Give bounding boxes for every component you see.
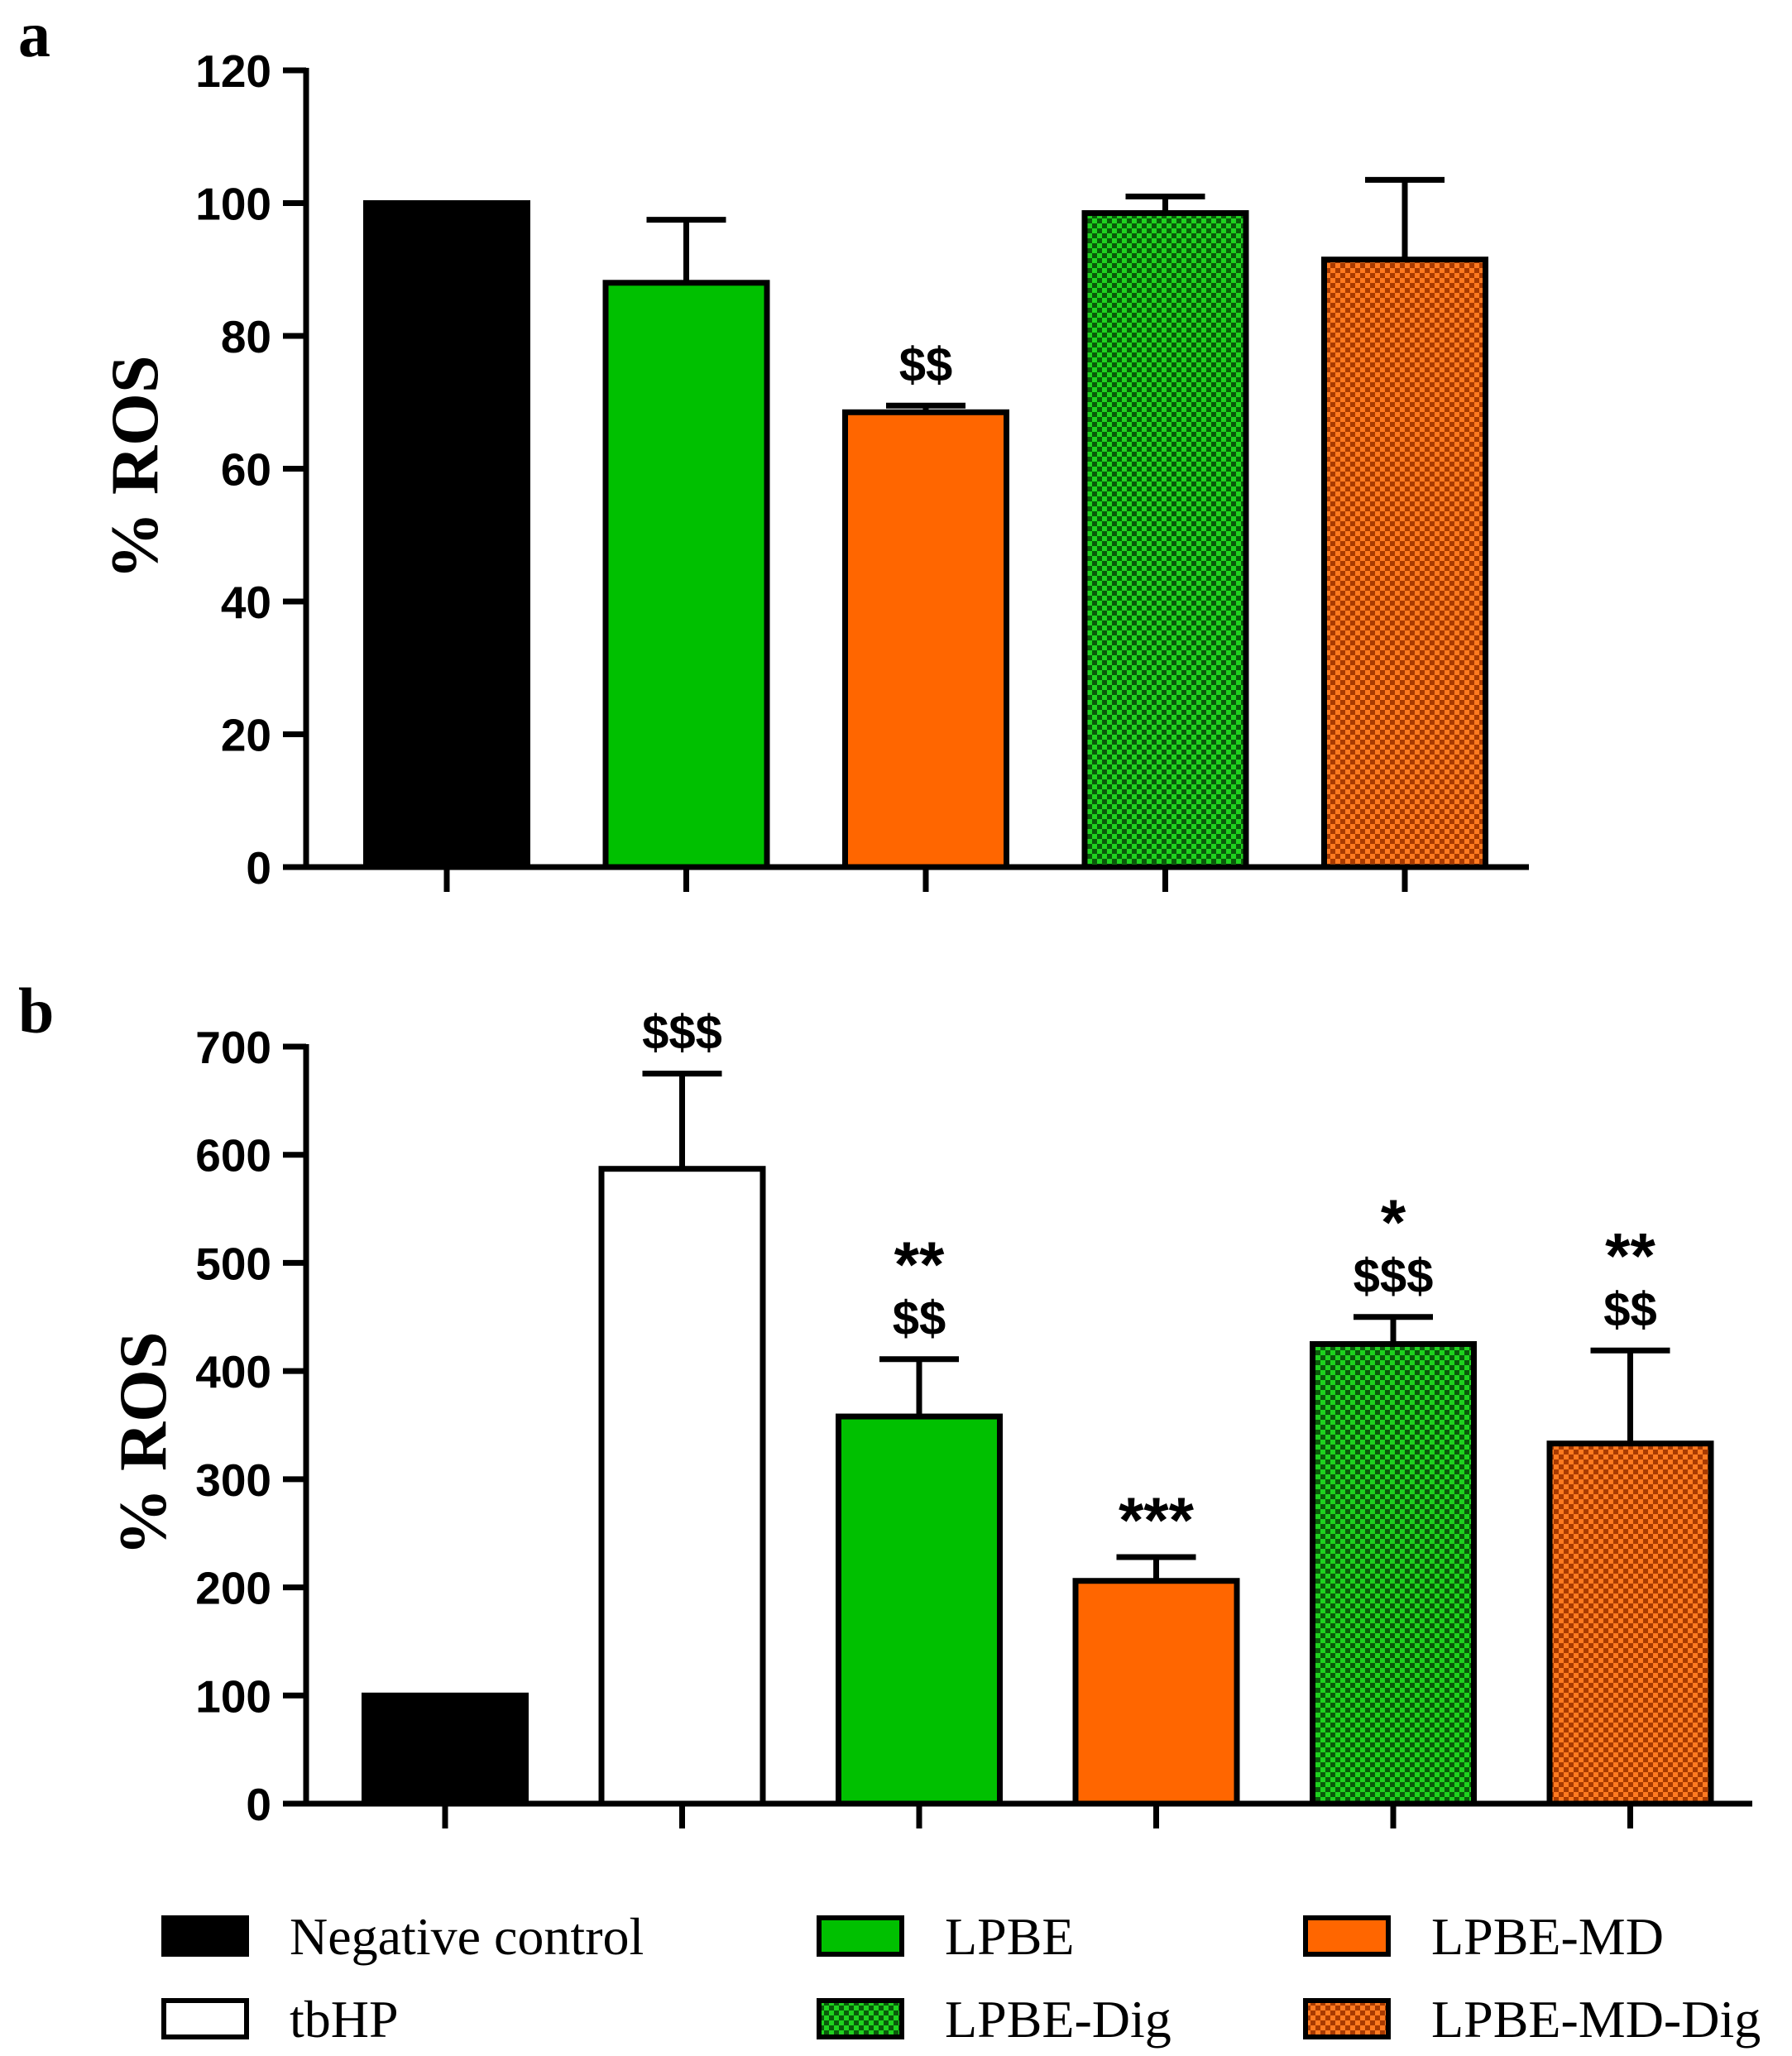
legend-swatch-lpbe_dig [817,1998,904,2039]
chart-b-annotation: ** [1605,1219,1655,1292]
chart-b-annotation: *** [1119,1483,1195,1556]
chart-a-bar-lpbe_md_dig [1321,256,1488,870]
chart-b-bar-lpbe_md_dig [1546,1440,1714,1807]
chart-b-annotation: ** [894,1228,945,1301]
chart-b-error-bar-lpbe_md [1116,1554,1196,1581]
legend-label-lpbe: LPBE [945,1907,1074,1966]
chart-b-annotation: $$ [893,1292,946,1345]
chart-b-y-tick-label: 0 [246,1779,271,1830]
chart-a-error-bar-lpbe_dig [1125,193,1205,213]
chart-b-error-bar-lpbe_dig [1354,1314,1433,1344]
chart-b-error-bar-tbhp [642,1071,722,1169]
legend-swatch-negative_control [161,1915,249,1957]
chart-b-bar-lpbe_dig [1310,1340,1477,1807]
chart-a-error-bar-lpbe_md [886,402,965,413]
chart-b-y-axis-label: % ROS [105,1331,180,1555]
chart-b-bar-tbhp [598,1166,766,1807]
chart-b-y-tick-label: 400 [195,1346,271,1397]
legend-label-lpbe_md: LPBE-MD [1431,1907,1664,1966]
chart-b-y-tick-label: 100 [195,1670,271,1722]
chart-b-bar-negative_control [362,1692,529,1807]
chart-b-bar-lpbe_md [1072,1578,1240,1807]
legend-swatch-tbhp [161,1998,249,2039]
chart-a-y-tick-label: 20 [221,710,271,761]
chart-b-annotation: $$ [1603,1282,1657,1336]
chart-a-bar-negative_control [363,200,530,870]
chart-a-error-bar-lpbe_md_dig [1365,176,1445,260]
legend-label-tbhp: tbHP [290,1990,399,2049]
legend-label-lpbe_md_dig: LPBE-MD-Dig [1431,1990,1761,2049]
chart-b-error-bar-lpbe [879,1356,959,1417]
legend-swatch-lpbe_md_dig [1303,1998,1391,2039]
chart-b-y-tick-label: 500 [195,1238,271,1289]
chart-b-annotation: $$$ [642,1006,722,1060]
chart-a-y-tick-label: 100 [195,179,271,230]
legend-swatch-lpbe [817,1915,904,1957]
legend-label-lpbe_dig: LPBE-Dig [945,1990,1172,2049]
chart-b-annotation: * [1381,1186,1406,1258]
panel-label-b: b [18,975,54,1047]
chart-a-bar-lpbe_md [842,409,1009,870]
chart-b-annotation: $$$ [1354,1249,1434,1303]
chart-a: $$ 0 20 40 60 80 100 120 [195,46,1529,894]
chart-b-error-bar-lpbe_md_dig [1590,1347,1670,1444]
chart-a-annotation: $$ [899,338,953,391]
chart-b-bar-lpbe [836,1413,1003,1807]
chart-b-y-tick-label: 200 [195,1563,271,1614]
panel-label-a: a [18,0,50,70]
legend-label-negative_control: Negative control [290,1907,644,1966]
chart-a-error-bar-lpbe [646,217,726,283]
legend-swatch-lpbe_md [1303,1915,1391,1957]
chart-a-y-tick-label: 60 [221,444,271,496]
chart-b-y-tick-label: 600 [195,1130,271,1181]
chart-b-y-tick-label: 300 [195,1455,271,1506]
chart-a-y-axis-label: % ROS [97,355,172,579]
chart-a-bar-lpbe_dig [1081,210,1249,870]
chart-a-y-tick-label: 40 [221,577,271,628]
chart-a-y-tick-label: 120 [195,46,271,97]
chart-a-y-tick-label: 80 [221,311,271,362]
legend: Negative control tbHP LPBE LPBE-Dig LPBE-MD L… [161,1907,1761,2049]
chart-a-y-tick-label: 0 [246,842,271,894]
chart-a-bar-lpbe [602,280,770,870]
chart-b-y-tick-label: 700 [195,1022,271,1073]
